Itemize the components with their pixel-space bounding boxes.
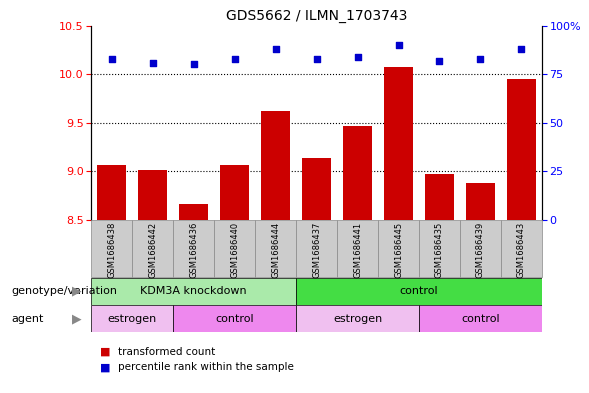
Text: control: control [400,286,438,296]
Bar [173,220,214,277]
Bar [255,220,296,277]
Bar [91,305,173,332]
Bar [507,79,536,220]
Bar [133,220,173,277]
Text: ▶: ▶ [72,285,81,298]
Text: estrogen: estrogen [333,314,382,324]
Point [394,42,403,48]
Bar [180,204,208,220]
Bar [296,278,542,305]
Point [189,61,198,68]
Bar [220,165,249,220]
Text: percentile rank within the sample: percentile rank within the sample [118,362,294,373]
Bar [296,220,337,277]
Bar [384,67,413,220]
Text: agent: agent [12,314,44,324]
Bar [138,171,167,220]
Bar [337,220,378,277]
Text: ■: ■ [100,347,111,357]
Point [517,46,526,52]
Text: control: control [461,314,499,324]
Text: control: control [216,314,254,324]
Bar [466,183,495,220]
Bar [425,174,454,220]
Text: estrogen: estrogen [108,314,157,324]
Text: GSM1686445: GSM1686445 [394,222,403,278]
Text: genotype/variation: genotype/variation [12,286,118,296]
Bar [419,305,542,332]
Point [435,57,444,64]
Bar [419,220,460,277]
Bar [378,220,419,277]
Bar [460,220,501,277]
Bar [91,220,133,277]
Text: ▶: ▶ [72,312,81,325]
Bar [296,305,419,332]
Title: GDS5662 / ILMN_1703743: GDS5662 / ILMN_1703743 [226,9,407,23]
Text: GSM1686435: GSM1686435 [435,222,444,278]
Point [312,55,322,62]
Text: GSM1686437: GSM1686437 [312,222,321,278]
Bar [91,278,296,305]
Text: GSM1686440: GSM1686440 [230,222,239,278]
Point [148,59,157,66]
Text: GSM1686442: GSM1686442 [148,222,157,278]
Bar [343,126,372,220]
Text: GSM1686444: GSM1686444 [271,222,280,278]
Text: GSM1686439: GSM1686439 [476,222,485,278]
Bar [302,158,331,220]
Point [353,53,362,60]
Point [271,46,280,52]
Bar [173,305,296,332]
Bar [97,165,126,220]
Text: KDM3A knockdown: KDM3A knockdown [140,286,247,296]
Point [230,55,239,62]
Text: GSM1686441: GSM1686441 [353,222,362,278]
Bar [214,220,255,277]
Text: GSM1686436: GSM1686436 [189,222,198,278]
Text: ■: ■ [100,362,111,373]
Point [476,55,485,62]
Point [107,55,117,62]
Bar [501,220,542,277]
Text: GSM1686438: GSM1686438 [107,222,116,278]
Text: GSM1686443: GSM1686443 [517,222,526,278]
Bar [262,111,290,220]
Text: transformed count: transformed count [118,347,215,357]
